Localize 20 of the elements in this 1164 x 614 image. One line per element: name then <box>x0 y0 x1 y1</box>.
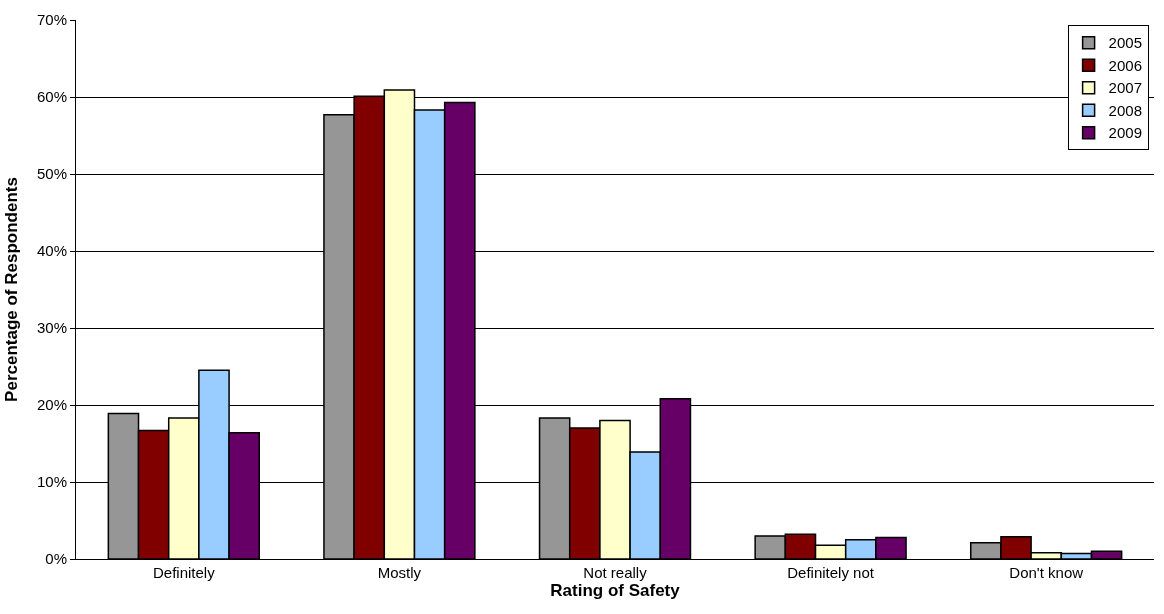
y-axis-title: Percentage of Respondents <box>1 177 21 402</box>
y-tick-label: 20% <box>36 396 67 414</box>
y-tick-label: 70% <box>36 11 67 29</box>
y-tick-label: 40% <box>36 242 67 260</box>
y-tick-label: 10% <box>36 473 67 491</box>
x-tick-label: Not really <box>583 564 648 581</box>
x-tick-label: Definitely not <box>787 564 875 581</box>
x-tick-label: Definitely <box>152 564 216 581</box>
legend-label: 2005 <box>1108 34 1142 52</box>
x-tick-label: Don't know <box>1009 564 1084 581</box>
x-tick-label: Mostly <box>377 564 422 581</box>
legend-label: 2006 <box>1108 56 1142 74</box>
legend-label: 2008 <box>1108 101 1142 119</box>
y-tick-label: 0% <box>45 550 67 568</box>
x-axis-title: Rating of Safety <box>550 581 681 601</box>
legend-label: 2009 <box>1108 124 1142 142</box>
legend-label: 2007 <box>1108 79 1142 97</box>
y-tick-label: 30% <box>36 319 67 337</box>
y-tick-label: 50% <box>36 165 67 183</box>
y-tick-label: 60% <box>36 88 67 106</box>
